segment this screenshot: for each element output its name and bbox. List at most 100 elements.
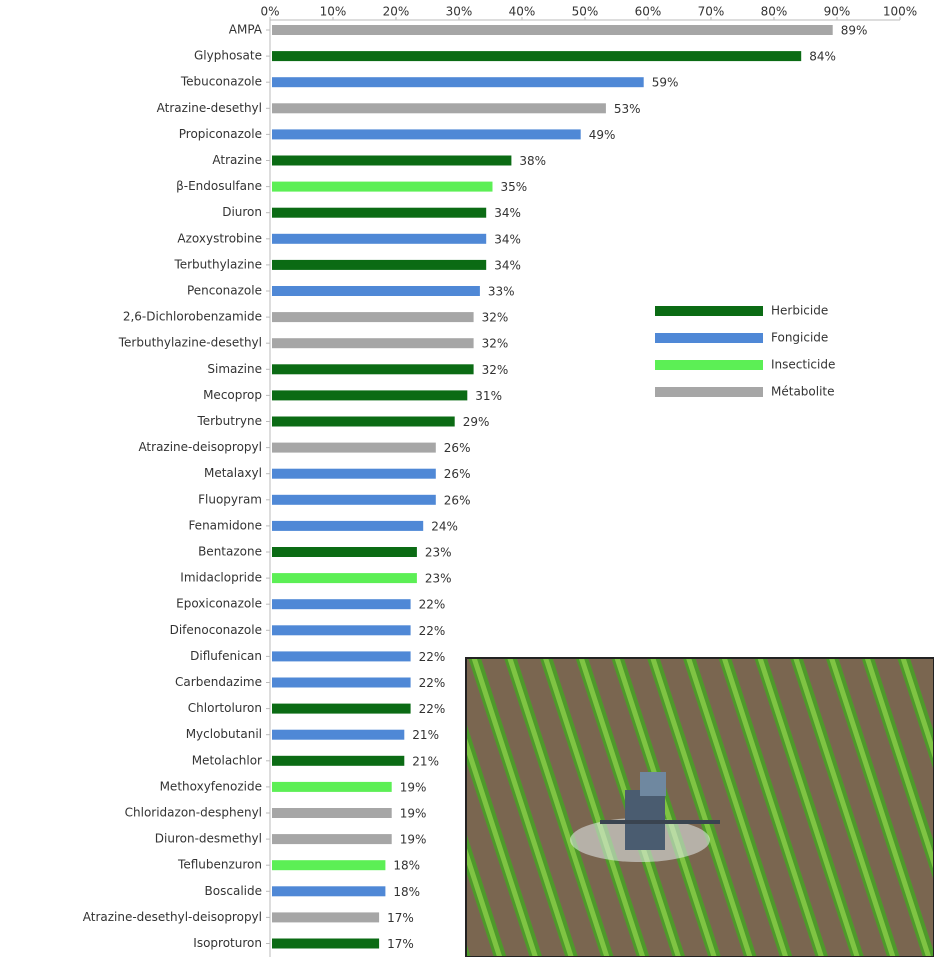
- bar: [272, 103, 606, 114]
- bar: [272, 573, 417, 584]
- value-label: 19%: [400, 833, 427, 847]
- value-label: 38%: [519, 154, 546, 168]
- bar: [272, 155, 512, 166]
- legend-label: Herbicide: [771, 304, 828, 318]
- x-tick-label: 20%: [383, 5, 410, 19]
- y-tick-label: Metolachlor: [192, 753, 262, 767]
- y-tick-label: Diuron: [222, 205, 262, 219]
- bar: [272, 207, 487, 218]
- value-label: 53%: [614, 102, 641, 116]
- value-label: 34%: [494, 258, 521, 272]
- value-label: 23%: [425, 546, 452, 560]
- y-tick-label: 2,6-Dichlorobenzamide: [123, 310, 262, 324]
- value-label: 21%: [412, 754, 439, 768]
- value-label: 26%: [444, 467, 471, 481]
- value-label: 18%: [393, 859, 420, 873]
- value-label: 18%: [393, 885, 420, 899]
- bar: [272, 651, 411, 662]
- y-tick-label: Fenamidone: [188, 518, 262, 532]
- y-tick-label: Diflufenican: [190, 649, 262, 663]
- y-tick-label: β-Endosulfane: [176, 179, 262, 193]
- legend-label: Fongicide: [771, 331, 828, 345]
- bar: [272, 547, 417, 557]
- bar: [272, 494, 436, 505]
- legend-swatch: [655, 306, 763, 316]
- y-tick-label: Myclobutanil: [186, 727, 262, 741]
- legend-swatch: [655, 360, 763, 370]
- bar: [272, 886, 386, 897]
- y-tick-label: Chloridazon-desphenyl: [125, 806, 262, 820]
- legend-label: Insecticide: [771, 358, 835, 372]
- y-tick-label: Epoxiconazole: [176, 597, 262, 611]
- x-tick-label: 80%: [761, 5, 788, 19]
- bar: [272, 599, 411, 610]
- y-tick-label: Atrazine-desethyl-deisopropyl: [83, 910, 262, 924]
- value-label: 17%: [387, 937, 414, 951]
- bar: [272, 25, 833, 35]
- y-tick-label: Chlortoluron: [188, 701, 262, 715]
- value-label: 19%: [400, 780, 427, 794]
- bar: [272, 181, 493, 192]
- x-tick-label: 50%: [572, 5, 599, 19]
- value-label: 34%: [494, 232, 521, 246]
- value-label: 23%: [425, 572, 452, 586]
- y-tick-label: Terbutryne: [196, 414, 262, 428]
- y-tick-label: Atrazine-desethyl: [157, 101, 262, 115]
- bar: [272, 912, 380, 923]
- value-label: 22%: [419, 702, 446, 716]
- bar: [272, 468, 436, 479]
- bar: [272, 286, 480, 296]
- value-label: 32%: [482, 363, 509, 377]
- y-tick-label: Mecoprop: [203, 388, 262, 402]
- bar: [272, 364, 474, 375]
- bar: [272, 703, 411, 714]
- y-tick-label: Propiconazole: [179, 127, 262, 141]
- y-tick-label: Terbuthylazine-desethyl: [118, 336, 262, 350]
- y-tick-label: Boscalide: [205, 884, 262, 898]
- y-tick-label: Simazine: [207, 362, 262, 376]
- value-label: 22%: [419, 676, 446, 690]
- bar: [272, 77, 644, 88]
- value-label: 26%: [444, 441, 471, 455]
- bar: [272, 51, 802, 62]
- value-label: 21%: [412, 728, 439, 742]
- y-tick-label: Isoproturon: [193, 936, 262, 950]
- legend-label: Métabolite: [771, 385, 835, 399]
- value-label: 26%: [444, 493, 471, 507]
- bar: [272, 860, 386, 871]
- bar: [272, 259, 487, 270]
- value-label: 24%: [431, 519, 458, 533]
- legend-swatch: [655, 333, 763, 343]
- value-label: 22%: [419, 598, 446, 612]
- value-label: 31%: [475, 389, 502, 403]
- x-tick-label: 60%: [635, 5, 662, 19]
- legend-swatch: [655, 387, 763, 397]
- value-label: 33%: [488, 285, 515, 299]
- bar: [272, 938, 380, 949]
- y-tick-label: Difenoconazole: [170, 623, 262, 637]
- y-tick-label: Imidaclopride: [180, 571, 262, 585]
- bar: [272, 755, 405, 766]
- x-tick-label: 10%: [320, 5, 347, 19]
- value-label: 29%: [463, 415, 490, 429]
- value-label: 49%: [589, 128, 616, 142]
- bar: [272, 390, 468, 401]
- y-tick-label: Glyphosate: [194, 49, 262, 63]
- x-tick-label: 40%: [509, 5, 536, 19]
- bar: [272, 729, 405, 740]
- bar: [272, 129, 581, 140]
- value-label: 22%: [419, 624, 446, 638]
- bar: [272, 442, 436, 453]
- y-tick-label: Tebuconazole: [180, 75, 262, 89]
- value-label: 34%: [494, 206, 521, 220]
- bar: [272, 312, 474, 323]
- y-tick-label: Fluopyram: [198, 492, 262, 506]
- bar: [272, 416, 455, 427]
- x-tick-label: 90%: [824, 5, 851, 19]
- bar: [272, 781, 392, 792]
- value-label: 22%: [419, 650, 446, 664]
- bar: [272, 338, 474, 349]
- x-tick-label: 70%: [698, 5, 725, 19]
- x-tick-label: 30%: [446, 5, 473, 19]
